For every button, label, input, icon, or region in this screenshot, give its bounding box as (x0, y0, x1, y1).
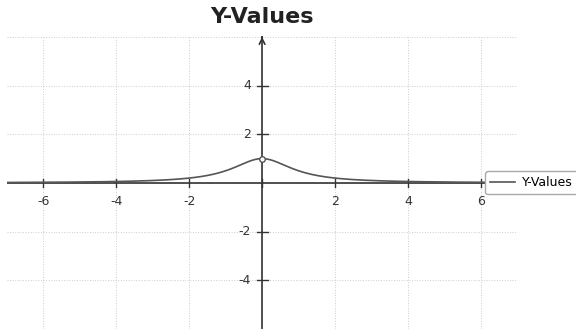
Text: 2: 2 (243, 128, 251, 141)
Y-Values (402, 179, 409, 183)
Text: 4: 4 (243, 79, 251, 92)
Y-Values (514, 180, 521, 184)
Text: -4: -4 (239, 274, 251, 287)
Text: 4: 4 (404, 195, 412, 208)
Legend: Y-Values: Y-Values (486, 171, 576, 195)
Y-Values (259, 157, 266, 161)
Y-Values (3, 180, 10, 184)
Y-Values (56, 180, 63, 184)
Text: 2: 2 (331, 195, 339, 208)
Text: -6: -6 (37, 195, 50, 208)
Text: -4: -4 (110, 195, 123, 208)
Title: Y-Values: Y-Values (210, 7, 314, 27)
Text: -2: -2 (239, 225, 251, 238)
Y-Values (354, 178, 361, 182)
Text: 6: 6 (477, 195, 485, 208)
Y-Values (228, 167, 235, 171)
Line: Y-Values: Y-Values (7, 159, 517, 182)
Text: -2: -2 (183, 195, 195, 208)
Y-Values (411, 180, 418, 184)
Y-Values (210, 172, 217, 176)
